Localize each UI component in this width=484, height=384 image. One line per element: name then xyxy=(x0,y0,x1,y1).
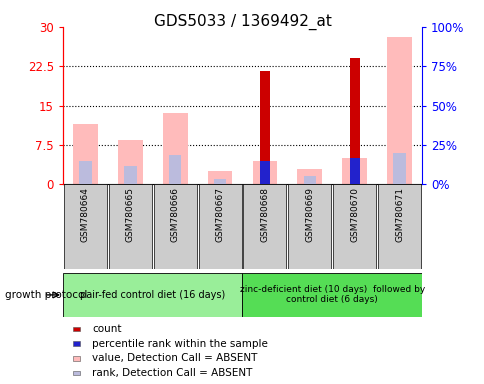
Bar xyxy=(207,171,232,184)
Bar xyxy=(333,184,376,269)
Bar xyxy=(73,327,80,331)
Text: GDS5033 / 1369492_at: GDS5033 / 1369492_at xyxy=(153,13,331,30)
Bar xyxy=(287,184,331,269)
Bar xyxy=(64,184,107,269)
Text: GSM780671: GSM780671 xyxy=(394,187,403,242)
Text: growth protocol: growth protocol xyxy=(5,290,87,300)
Text: GSM780670: GSM780670 xyxy=(349,187,359,242)
Bar xyxy=(73,341,80,346)
Text: GSM780667: GSM780667 xyxy=(215,187,224,242)
Bar xyxy=(73,371,80,375)
Bar xyxy=(259,161,269,184)
Bar xyxy=(297,169,321,184)
Bar xyxy=(73,356,80,361)
Bar xyxy=(303,177,316,184)
Text: percentile rank within the sample: percentile rank within the sample xyxy=(92,339,268,349)
Bar xyxy=(108,184,151,269)
Bar xyxy=(79,161,91,184)
Bar xyxy=(242,273,421,317)
Bar xyxy=(349,58,359,184)
Bar xyxy=(168,156,181,184)
Bar xyxy=(386,37,411,184)
Bar xyxy=(377,184,420,269)
Bar xyxy=(73,124,98,184)
Bar xyxy=(393,153,405,184)
Text: GSM780664: GSM780664 xyxy=(81,187,90,242)
Bar xyxy=(252,161,277,184)
Text: rank, Detection Call = ABSENT: rank, Detection Call = ABSENT xyxy=(92,368,252,378)
Bar xyxy=(198,184,241,269)
Text: GSM780665: GSM780665 xyxy=(125,187,135,242)
Bar xyxy=(163,114,187,184)
Bar xyxy=(349,158,359,184)
Bar xyxy=(118,140,142,184)
Text: GSM780669: GSM780669 xyxy=(304,187,314,242)
Text: count: count xyxy=(92,324,121,334)
Text: GSM780666: GSM780666 xyxy=(170,187,180,242)
Bar xyxy=(153,184,197,269)
Text: value, Detection Call = ABSENT: value, Detection Call = ABSENT xyxy=(92,353,257,363)
Text: pair-fed control diet (16 days): pair-fed control diet (16 days) xyxy=(80,290,225,300)
Bar xyxy=(63,273,242,317)
Bar xyxy=(259,71,269,184)
Bar xyxy=(243,184,286,269)
Bar xyxy=(342,158,366,184)
Text: GSM780668: GSM780668 xyxy=(260,187,269,242)
Text: zinc-deficient diet (10 days)  followed by
control diet (6 days): zinc-deficient diet (10 days) followed b… xyxy=(239,285,424,305)
Bar xyxy=(213,179,226,184)
Bar xyxy=(124,166,136,184)
